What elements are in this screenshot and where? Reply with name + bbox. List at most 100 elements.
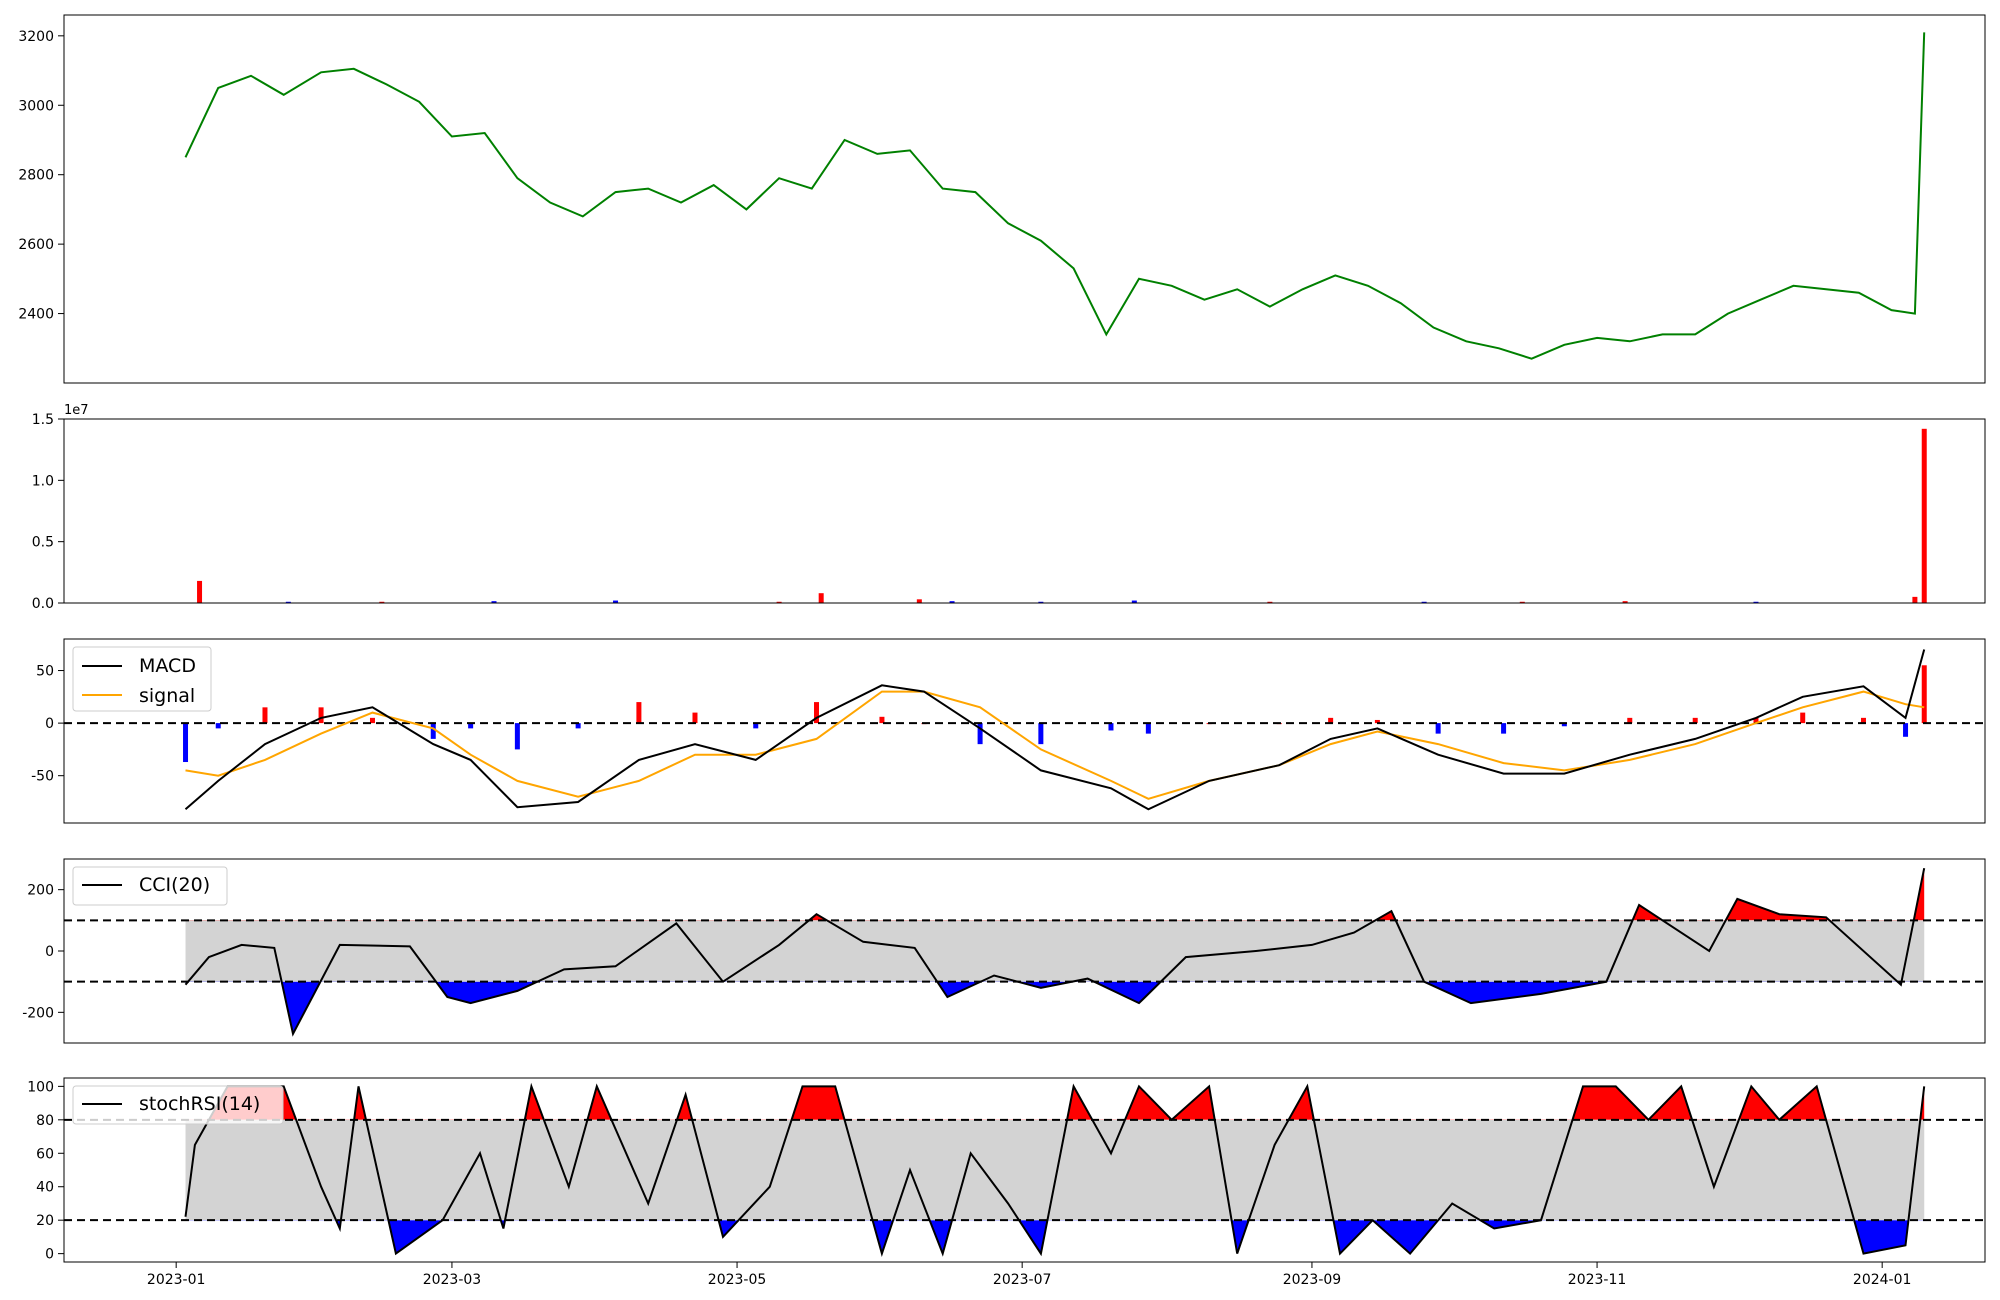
stochrsi-y-tick-label: 100 (27, 1079, 54, 1095)
macd-hist-bar (1903, 723, 1909, 737)
macd-hist-bar (1038, 723, 1044, 745)
macd-axes-frame (63, 638, 1986, 824)
cci-line (184, 868, 1926, 1037)
macd-line (184, 649, 1926, 811)
volume-offset-label: 1e7 (64, 403, 89, 418)
macd-y-axis: -50 0 50 (31, 664, 64, 785)
macd-hist-bar (692, 712, 698, 724)
x-tick-label: 2023-05 (708, 1272, 767, 1288)
macd-hist-bar (1561, 723, 1567, 727)
volume-y-tick-label: 1.5 (32, 412, 54, 428)
cci-y-tick-label: -200 (22, 1005, 54, 1021)
macd-hist-bar (1328, 717, 1334, 724)
macd-hist-bar (814, 702, 820, 724)
volume-bar (949, 601, 955, 603)
stochrsi-neutral-band (185, 1119, 1925, 1221)
x-tick-label: 2023-01 (147, 1272, 206, 1288)
price-y-tick-label: 3000 (18, 98, 54, 114)
stochrsi-y-tick-label: 60 (36, 1146, 54, 1162)
cci-y-tick-label: 0 (45, 944, 54, 960)
price-y-tick-label: 2400 (18, 307, 54, 323)
volume-bar (818, 593, 824, 603)
stochrsi-legend-label: stochRSI(14) (139, 1093, 260, 1115)
volume-bar (491, 601, 497, 603)
volume-bar (1038, 601, 1044, 603)
x-tick-label: 2024-01 (1853, 1272, 1912, 1288)
macd-hist-bar (318, 707, 324, 724)
x-axis: 2023-01 2023-03 2023-05 2023-07 2023-09 2023-… (147, 1262, 1911, 1288)
macd-hist-bar (977, 723, 983, 745)
macd-hist-bar (753, 723, 759, 729)
price-y-tick-label: 3200 (18, 29, 54, 45)
price-panel: 2400 2600 2800 3000 3200 (18, 14, 1986, 384)
cci-y-tick-label: 200 (27, 883, 54, 899)
stochrsi-y-tick-label: 80 (36, 1113, 54, 1129)
volume-bar (379, 601, 385, 603)
macd-hist-bar (1108, 723, 1114, 731)
macd-hist-bar (1145, 723, 1151, 734)
macd-hist-bar (1627, 717, 1633, 724)
macd-hist-bar (430, 723, 436, 739)
macd-hist-bar (879, 716, 885, 724)
cci-oversold-fill (185, 981, 1925, 1034)
macd-hist-bar (215, 723, 221, 729)
macd-legend: MACD signal (72, 646, 212, 712)
cci-legend: CCI(20) (72, 866, 228, 906)
stochrsi-y-tick-label: 20 (36, 1213, 54, 1229)
volume-bar (613, 600, 619, 603)
stochrsi-y-axis: 0 20 40 60 80 100 (27, 1079, 64, 1263)
volume-bar (1753, 601, 1759, 603)
volume-bar (1267, 601, 1273, 603)
macd-hist-bar (369, 717, 375, 724)
price-y-tick-label: 2600 (18, 237, 54, 253)
macd-hist-bar (262, 707, 268, 724)
volume-bar (197, 580, 203, 603)
volume-bar (1421, 601, 1427, 603)
macd-legend-signal-label: signal (139, 685, 195, 707)
stochrsi-legend: stochRSI(14) (72, 1085, 284, 1125)
volume-bar (1131, 600, 1137, 603)
x-tick-label: 2023-11 (1568, 1272, 1627, 1288)
signal-line (185, 690, 1925, 800)
volume-panel: 0.0 0.5 1.0 1.5 1e7 (32, 403, 1986, 612)
macd-y-tick-label: 0 (45, 716, 54, 732)
macd-hist-bar (1374, 719, 1380, 724)
volume-bar (1921, 428, 1927, 603)
macd-hist-bar (1921, 665, 1927, 724)
stochrsi-axes-frame (63, 1077, 1986, 1263)
stochrsi-legend-box (72, 1085, 284, 1125)
volume-y-tick-label: 1.0 (32, 473, 54, 489)
macd-panel: -50 0 50 MACD signal (31, 638, 1986, 824)
macd-y-tick-label: 50 (36, 664, 54, 680)
cci-overbought-fill (185, 868, 1925, 921)
cci-legend-box (72, 866, 228, 906)
macd-hist-bar (1860, 717, 1866, 724)
macd-legend-macd-label: MACD (139, 655, 196, 677)
cci-neutral-band (185, 920, 1925, 982)
x-tick-label: 2023-09 (1283, 1272, 1342, 1288)
volume-y-axis: 0.0 0.5 1.0 1.5 (32, 412, 64, 612)
volume-bar (285, 601, 291, 603)
cci-y-axis: -200 0 200 (22, 883, 64, 1021)
volume-y-tick-label: 0.0 (32, 596, 54, 612)
macd-hist-bar (183, 723, 189, 763)
cci-panel: -200 0 200 CCI(20) (22, 858, 1986, 1044)
macd-hist-bar (1692, 717, 1698, 724)
price-axes-frame (63, 14, 1986, 384)
volume-bar (1519, 601, 1525, 603)
macd-hist-bar (636, 702, 642, 724)
volume-bar (1912, 596, 1918, 603)
x-tick-label: 2023-03 (423, 1272, 482, 1288)
x-tick-label: 2023-07 (993, 1272, 1052, 1288)
volume-bar (1622, 601, 1628, 603)
stochrsi-line (184, 1082, 1926, 1258)
stochrsi-panel: 0 20 40 60 80 100 stochRSI(14) (27, 1077, 1986, 1263)
macd-hist-bar (1501, 723, 1507, 734)
macd-hist-bar (575, 723, 581, 729)
macd-hist-bar (468, 723, 474, 729)
macd-hist-bar (514, 723, 520, 750)
stochrsi-y-tick-label: 40 (36, 1180, 54, 1196)
price-y-tick-label: 2800 (18, 168, 54, 184)
volume-bar (916, 599, 922, 603)
